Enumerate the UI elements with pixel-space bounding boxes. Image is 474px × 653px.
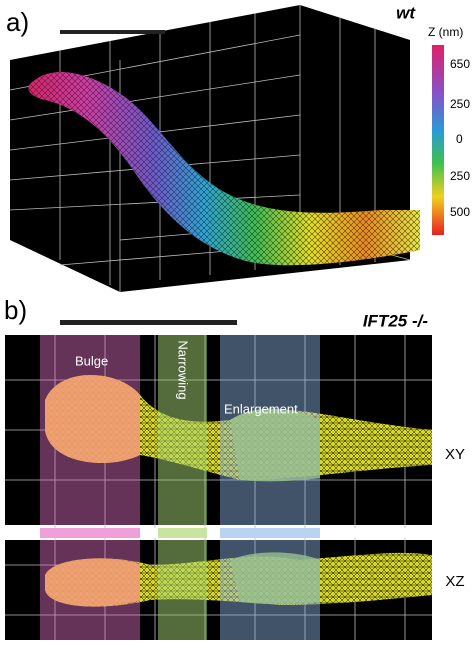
colorbar-title: Z (nm) [428, 25, 463, 39]
view-label: XZ [445, 573, 464, 590]
genotype: IFT25 -/- [363, 311, 429, 330]
panel-label: a) [6, 7, 29, 37]
colorbar-tick: 250 [450, 97, 470, 111]
region-label: Enlargement [224, 401, 298, 416]
separator [5, 528, 432, 538]
bulge-band [40, 335, 140, 640]
scale-bar [60, 320, 237, 325]
mesh-overlay [28, 71, 420, 266]
panel-b: b) IFT25 -/- [4, 295, 465, 640]
enlargement-band [220, 335, 320, 640]
region-label: Bulge [75, 353, 108, 368]
colorbar-tick: 250 [450, 169, 470, 183]
genotype: wt [396, 3, 416, 22]
narrowing-band [158, 335, 207, 640]
colorbar [432, 45, 444, 235]
colorbar-tick: 0 [456, 132, 463, 146]
panel-label: b) [4, 295, 27, 325]
colorbar-tick: 650 [450, 57, 470, 71]
colorbar-tick: 500 [450, 205, 470, 219]
view-label: XY [445, 446, 465, 463]
panel-a: a) wt Z (nm) 650 250 0 250 500 [6, 3, 470, 292]
scale-bar [60, 30, 165, 34]
region-label: Narrowing [176, 340, 191, 399]
